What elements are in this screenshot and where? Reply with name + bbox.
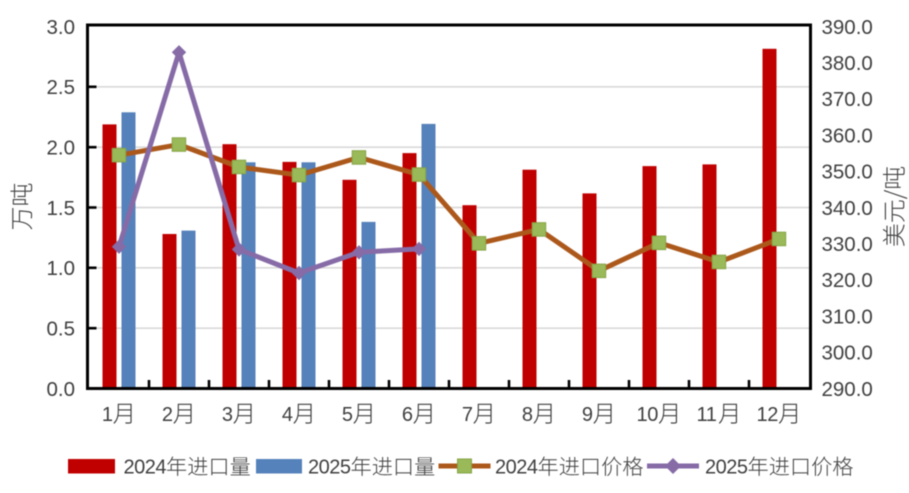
svg-text:0.0: 0.0 — [47, 378, 76, 401]
svg-text:12: 12 — [757, 404, 779, 426]
svg-text:370.0: 370.0 — [822, 88, 873, 111]
svg-text:8: 8 — [522, 404, 533, 426]
svg-text:4: 4 — [282, 404, 293, 426]
svg-text:2024: 2024 — [124, 456, 167, 478]
svg-text:2025: 2025 — [705, 456, 748, 478]
svg-text:5: 5 — [342, 404, 353, 426]
svg-text:2024: 2024 — [495, 456, 538, 478]
svg-text:340.0: 340.0 — [822, 197, 873, 220]
svg-text:3: 3 — [222, 404, 233, 426]
svg-text:2.5: 2.5 — [47, 76, 76, 99]
svg-text:390.0: 390.0 — [822, 16, 873, 39]
svg-text:350.0: 350.0 — [822, 161, 873, 184]
svg-text:320.0: 320.0 — [822, 269, 873, 292]
svg-text:310.0: 310.0 — [822, 305, 873, 328]
svg-text:7: 7 — [462, 404, 473, 426]
svg-text:1.5: 1.5 — [47, 197, 76, 220]
svg-text:360.0: 360.0 — [822, 124, 873, 147]
svg-text:10: 10 — [637, 404, 659, 426]
svg-text:2.0: 2.0 — [47, 137, 76, 160]
svg-text:380.0: 380.0 — [822, 52, 873, 75]
svg-text:2: 2 — [162, 404, 173, 426]
svg-text:2025: 2025 — [308, 456, 351, 478]
svg-text:1.0: 1.0 — [47, 257, 76, 280]
svg-text:290.0: 290.0 — [822, 378, 873, 401]
svg-text:6: 6 — [402, 404, 413, 426]
svg-text:300.0: 300.0 — [822, 342, 873, 365]
svg-text:1: 1 — [102, 404, 113, 426]
svg-text:9: 9 — [582, 404, 593, 426]
svg-text:3.0: 3.0 — [47, 16, 76, 39]
svg-text:330.0: 330.0 — [822, 233, 873, 256]
svg-text:0.5: 0.5 — [47, 318, 76, 341]
svg-text:11: 11 — [697, 404, 717, 426]
